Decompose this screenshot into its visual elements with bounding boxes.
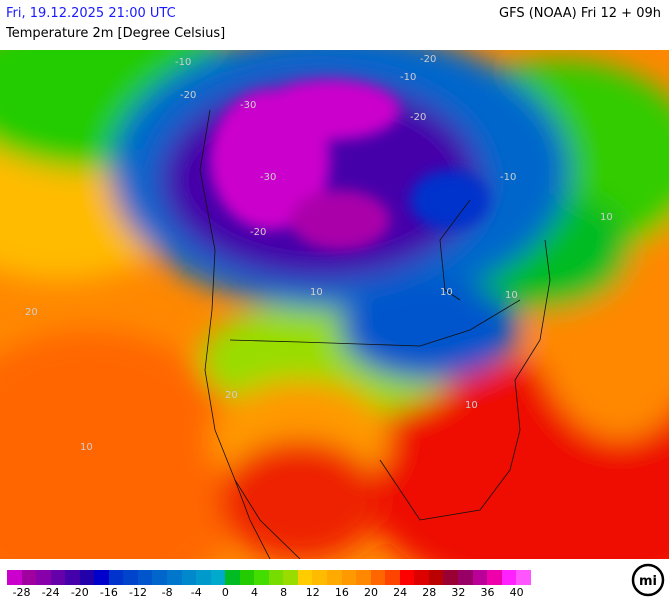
legend-swatch xyxy=(152,570,168,585)
legend-label: 32 xyxy=(451,586,466,599)
legend-swatch xyxy=(196,570,211,585)
contour-label: 10 xyxy=(505,290,518,301)
contour-label: 10 xyxy=(310,287,323,298)
legend-swatch xyxy=(181,570,197,585)
legend-label: -4 xyxy=(190,586,202,599)
legend-swatch xyxy=(50,570,66,585)
legend-label: -28 xyxy=(12,586,31,599)
legend-label: 12 xyxy=(305,586,320,599)
legend-swatch xyxy=(108,570,124,585)
contour-label: 10 xyxy=(465,400,478,411)
legend-swatch xyxy=(297,570,313,585)
legend-swatch xyxy=(312,570,328,585)
legend-label: 8 xyxy=(280,586,288,599)
legend-swatch xyxy=(21,570,37,585)
legend-swatch xyxy=(472,570,488,585)
contour-label: -10 xyxy=(400,72,416,83)
legend-swatch xyxy=(123,570,138,585)
legend-swatch xyxy=(268,570,284,585)
meteologix-logo: mi xyxy=(631,563,665,597)
legend-swatch xyxy=(36,570,51,585)
legend-swatch xyxy=(239,570,255,585)
legend-swatch xyxy=(137,570,153,585)
legend-swatch xyxy=(327,570,342,585)
legend-label: 0 xyxy=(221,586,229,599)
legend-label: 36 xyxy=(480,586,495,599)
legend-swatch xyxy=(94,570,109,585)
legend-swatch xyxy=(457,570,473,585)
svg-text:mi: mi xyxy=(639,574,657,589)
legend-swatch xyxy=(210,570,226,585)
contour-label: 20 xyxy=(25,307,38,318)
model-run: GFS (NOAA) Fri 12 + 09h xyxy=(499,6,661,21)
legend-swatch xyxy=(385,570,400,585)
legend-swatch xyxy=(443,570,458,585)
contour-label: 10 xyxy=(80,442,93,453)
temperature-map[interactable]: -10 -20 -30 -30 -20 -10 -20 -20 -10 10 10 10 10 10 20 2… xyxy=(0,50,669,559)
legend-swatch xyxy=(356,570,371,585)
contour-label: -30 xyxy=(260,172,276,183)
legend-swatch xyxy=(167,570,182,585)
legend-swatch xyxy=(7,570,22,585)
legend-swatch xyxy=(225,570,240,585)
contour-label: -20 xyxy=(410,112,426,123)
legend-swatch xyxy=(414,570,429,585)
color-scale-legend xyxy=(7,570,531,585)
legend-label: -20 xyxy=(70,586,89,599)
color-scale-labels: -28 -24 -20 -16 -12 -8 -4 0 4 8 12 16 20 24 28 32 36 40 xyxy=(0,586,560,600)
legend-label: -24 xyxy=(41,586,60,599)
contour-label: 10 xyxy=(600,212,613,223)
legend-label: -16 xyxy=(99,586,118,599)
legend-swatch xyxy=(501,570,517,585)
legend-label: 4 xyxy=(251,586,259,599)
contour-label: -20 xyxy=(250,227,266,238)
legend-label: 28 xyxy=(422,586,437,599)
legend-swatch xyxy=(341,570,357,585)
legend-swatch xyxy=(283,570,298,585)
legend-swatch xyxy=(399,570,415,585)
legend-label: -12 xyxy=(129,586,148,599)
legend-label: 16 xyxy=(334,586,349,599)
contour-label: -30 xyxy=(240,100,256,111)
legend-swatch xyxy=(428,570,444,585)
legend-swatch xyxy=(516,570,531,585)
legend-label: 20 xyxy=(364,586,378,599)
legend-swatch xyxy=(370,570,386,585)
contour-label: 20 xyxy=(225,390,238,401)
parameter-title: Temperature 2m [Degree Celsius] xyxy=(6,26,226,41)
contour-label: -20 xyxy=(180,90,196,101)
legend-label: 24 xyxy=(393,586,408,599)
contour-label: -10 xyxy=(175,57,191,68)
legend-swatch xyxy=(79,570,95,585)
legend-swatch xyxy=(487,570,502,585)
contour-label: -10 xyxy=(500,172,516,183)
legend-swatch xyxy=(65,570,80,585)
coastlines xyxy=(199,109,551,559)
legend-label: -8 xyxy=(161,586,173,599)
contour-label: 10 xyxy=(440,287,453,298)
valid-time: Fri, 19.12.2025 21:00 UTC xyxy=(6,6,176,21)
contour-label: -20 xyxy=(420,54,436,65)
legend-swatch xyxy=(254,570,269,585)
legend-label: 40 xyxy=(509,586,524,599)
